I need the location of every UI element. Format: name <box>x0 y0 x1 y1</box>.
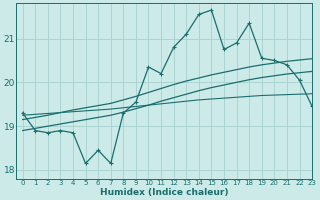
X-axis label: Humidex (Indice chaleur): Humidex (Indice chaleur) <box>100 188 228 197</box>
